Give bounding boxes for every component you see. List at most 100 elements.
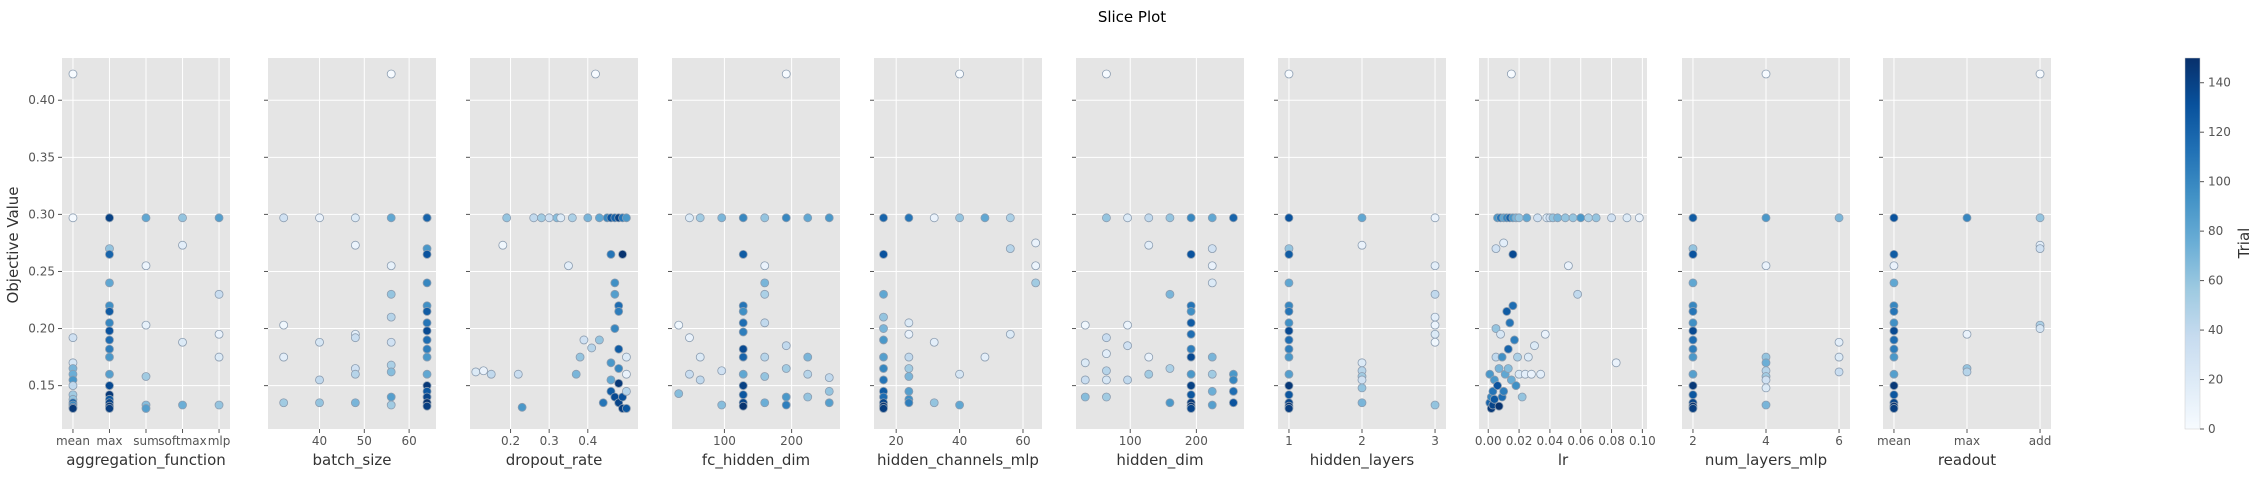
data-point bbox=[315, 213, 324, 223]
data-point bbox=[279, 213, 289, 223]
data-point bbox=[904, 364, 914, 373]
data-point bbox=[105, 278, 114, 288]
panel-aggregation_function: 0.15 0.20 0.25 0.30 0.35 0.40 mean max sum softma… bbox=[28, 58, 230, 470]
x-tick-label: 60 bbox=[401, 434, 416, 448]
data-point bbox=[1186, 352, 1196, 362]
colorbar-tick-label: 20 bbox=[2208, 373, 2223, 387]
data-point bbox=[803, 352, 813, 362]
data-point bbox=[1165, 364, 1175, 373]
data-point bbox=[1490, 394, 1499, 404]
data-point bbox=[105, 369, 114, 379]
data-point bbox=[1889, 318, 1899, 328]
data-point bbox=[141, 213, 151, 223]
data-point bbox=[1102, 375, 1111, 385]
data-point bbox=[1284, 249, 1294, 259]
data-point bbox=[904, 372, 914, 381]
data-point bbox=[738, 213, 748, 223]
data-point bbox=[824, 398, 834, 408]
data-point bbox=[479, 366, 488, 376]
data-point bbox=[760, 352, 770, 362]
data-point bbox=[1889, 381, 1899, 391]
data-point bbox=[1284, 326, 1294, 336]
data-point bbox=[386, 312, 396, 322]
colorbar-label: Trial bbox=[2235, 228, 2253, 260]
colorbar-tick-label: 100 bbox=[2208, 175, 2231, 189]
data-point bbox=[68, 333, 78, 343]
data-point bbox=[803, 213, 813, 223]
data-point bbox=[1284, 404, 1294, 413]
data-point bbox=[214, 352, 224, 362]
data-point bbox=[214, 213, 224, 223]
x-tick-label: 200 bbox=[780, 434, 803, 448]
data-point bbox=[1514, 213, 1524, 223]
data-point bbox=[571, 369, 581, 379]
data-point bbox=[214, 400, 224, 410]
data-point bbox=[1688, 404, 1698, 413]
x-axis-label: fc_hidden_dim bbox=[702, 451, 810, 470]
data-point bbox=[760, 318, 770, 328]
data-point bbox=[955, 69, 964, 79]
data-point bbox=[105, 307, 114, 316]
data-point bbox=[68, 213, 78, 223]
data-point bbox=[1229, 213, 1238, 223]
data-point bbox=[1284, 381, 1294, 391]
panel-background bbox=[470, 58, 638, 429]
data-point bbox=[1634, 213, 1644, 223]
data-point bbox=[781, 364, 791, 373]
data-point bbox=[1688, 369, 1698, 379]
x-axis-label: batch_size bbox=[313, 451, 392, 470]
data-point bbox=[738, 327, 748, 337]
data-point bbox=[1123, 341, 1132, 351]
data-point bbox=[1430, 312, 1440, 322]
data-point bbox=[1506, 375, 1516, 385]
data-point bbox=[350, 333, 360, 343]
data-point bbox=[1584, 213, 1593, 223]
data-point bbox=[685, 333, 694, 343]
x-tick-label: max bbox=[1954, 434, 1980, 448]
data-point bbox=[105, 213, 114, 223]
data-point bbox=[105, 404, 114, 413]
data-point bbox=[315, 375, 324, 385]
data-point bbox=[1357, 240, 1367, 250]
data-point bbox=[422, 335, 432, 345]
data-point bbox=[583, 213, 593, 223]
x-tick-label: 0.00 bbox=[1475, 434, 1502, 448]
x-axis-label: hidden_channels_mlp bbox=[877, 451, 1039, 470]
data-point bbox=[1536, 369, 1546, 379]
data-point bbox=[214, 289, 224, 299]
data-point bbox=[980, 213, 990, 223]
data-point bbox=[68, 69, 78, 79]
data-point bbox=[386, 69, 396, 79]
data-point bbox=[591, 69, 600, 79]
data-point bbox=[1144, 213, 1154, 223]
data-point bbox=[738, 352, 748, 362]
data-point bbox=[1688, 390, 1698, 400]
colorbar-tick-label: 140 bbox=[2208, 76, 2231, 90]
data-point bbox=[904, 386, 914, 396]
data-point bbox=[575, 352, 585, 362]
data-point bbox=[422, 249, 432, 259]
data-point bbox=[803, 392, 813, 402]
x-tick-label: 60 bbox=[1015, 434, 1030, 448]
data-point bbox=[1102, 349, 1111, 359]
x-axis-label: hidden_layers bbox=[1310, 451, 1415, 470]
data-point bbox=[1186, 318, 1196, 328]
data-point bbox=[622, 213, 631, 223]
data-point bbox=[1573, 289, 1583, 299]
x-tick-label: 40 bbox=[952, 434, 967, 448]
data-point bbox=[2035, 213, 2045, 223]
data-point bbox=[614, 307, 624, 316]
x-axis-label: readout bbox=[1938, 451, 1996, 469]
y-tick-label: 0.35 bbox=[28, 150, 55, 164]
data-point bbox=[178, 240, 187, 250]
data-point bbox=[1430, 320, 1440, 330]
data-point bbox=[1576, 213, 1586, 223]
data-point bbox=[1508, 249, 1518, 259]
data-point bbox=[980, 352, 990, 362]
x-axis-label: aggregation_function bbox=[66, 451, 226, 470]
data-point bbox=[1563, 261, 1573, 271]
data-point bbox=[1207, 369, 1217, 379]
data-point bbox=[904, 352, 914, 362]
panel-lr: 0.00 0.02 0.04 0.06 0.08 0.10 lr bbox=[1475, 58, 1656, 469]
